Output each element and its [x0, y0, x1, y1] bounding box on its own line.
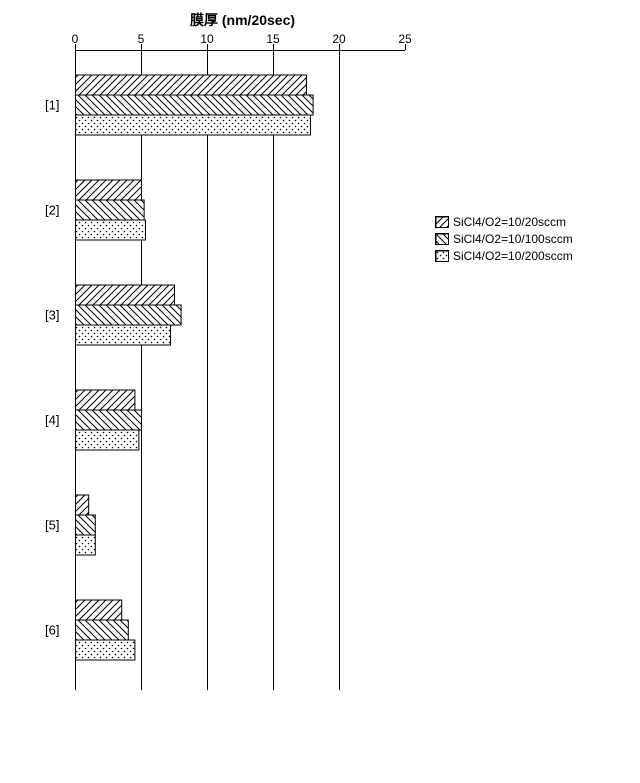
legend-swatch-3 [435, 250, 449, 262]
y-tick-label: [2] [45, 203, 59, 218]
bar [76, 75, 307, 95]
bar [76, 600, 122, 620]
bar [76, 515, 96, 535]
bar [76, 535, 96, 555]
legend-swatch-2 [435, 233, 449, 245]
bar [76, 495, 89, 515]
y-tick-label: [6] [45, 623, 59, 638]
bar [76, 325, 171, 345]
legend-label-3: SiCl4/O2=10/200sccm [453, 249, 573, 263]
legend-item-2: SiCl4/O2=10/100sccm [435, 232, 573, 246]
y-tick-label: [5] [45, 518, 59, 533]
bar [76, 410, 142, 430]
bar [76, 305, 182, 325]
legend-item-1: SiCl4/O2=10/20sccm [435, 215, 573, 229]
legend-label-1: SiCl4/O2=10/20sccm [453, 215, 566, 229]
bar [76, 430, 139, 450]
legend-label-2: SiCl4/O2=10/100sccm [453, 232, 573, 246]
page: 膜厚 (nm/20sec) 0510152025 [1][2][3][4][5]… [0, 0, 640, 783]
bar [76, 390, 135, 410]
y-tick-label: [3] [45, 308, 59, 323]
bar [76, 220, 146, 240]
legend-swatch-1 [435, 216, 449, 228]
bar [76, 200, 145, 220]
bars [75, 50, 415, 710]
bar [76, 285, 175, 305]
bar [76, 95, 314, 115]
bar [76, 180, 142, 200]
legend-item-3: SiCl4/O2=10/200sccm [435, 249, 573, 263]
y-tick-label: [4] [45, 413, 59, 428]
bar [76, 115, 311, 135]
legend: SiCl4/O2=10/20sccm SiCl4/O2=10/100sccm S… [435, 215, 573, 266]
chart-title: 膜厚 (nm/20sec) [190, 10, 295, 30]
bar [76, 640, 135, 660]
bar [76, 620, 129, 640]
y-tick-label: [1] [45, 98, 59, 113]
chart-container: 膜厚 (nm/20sec) 0510152025 [1][2][3][4][5]… [40, 10, 600, 710]
